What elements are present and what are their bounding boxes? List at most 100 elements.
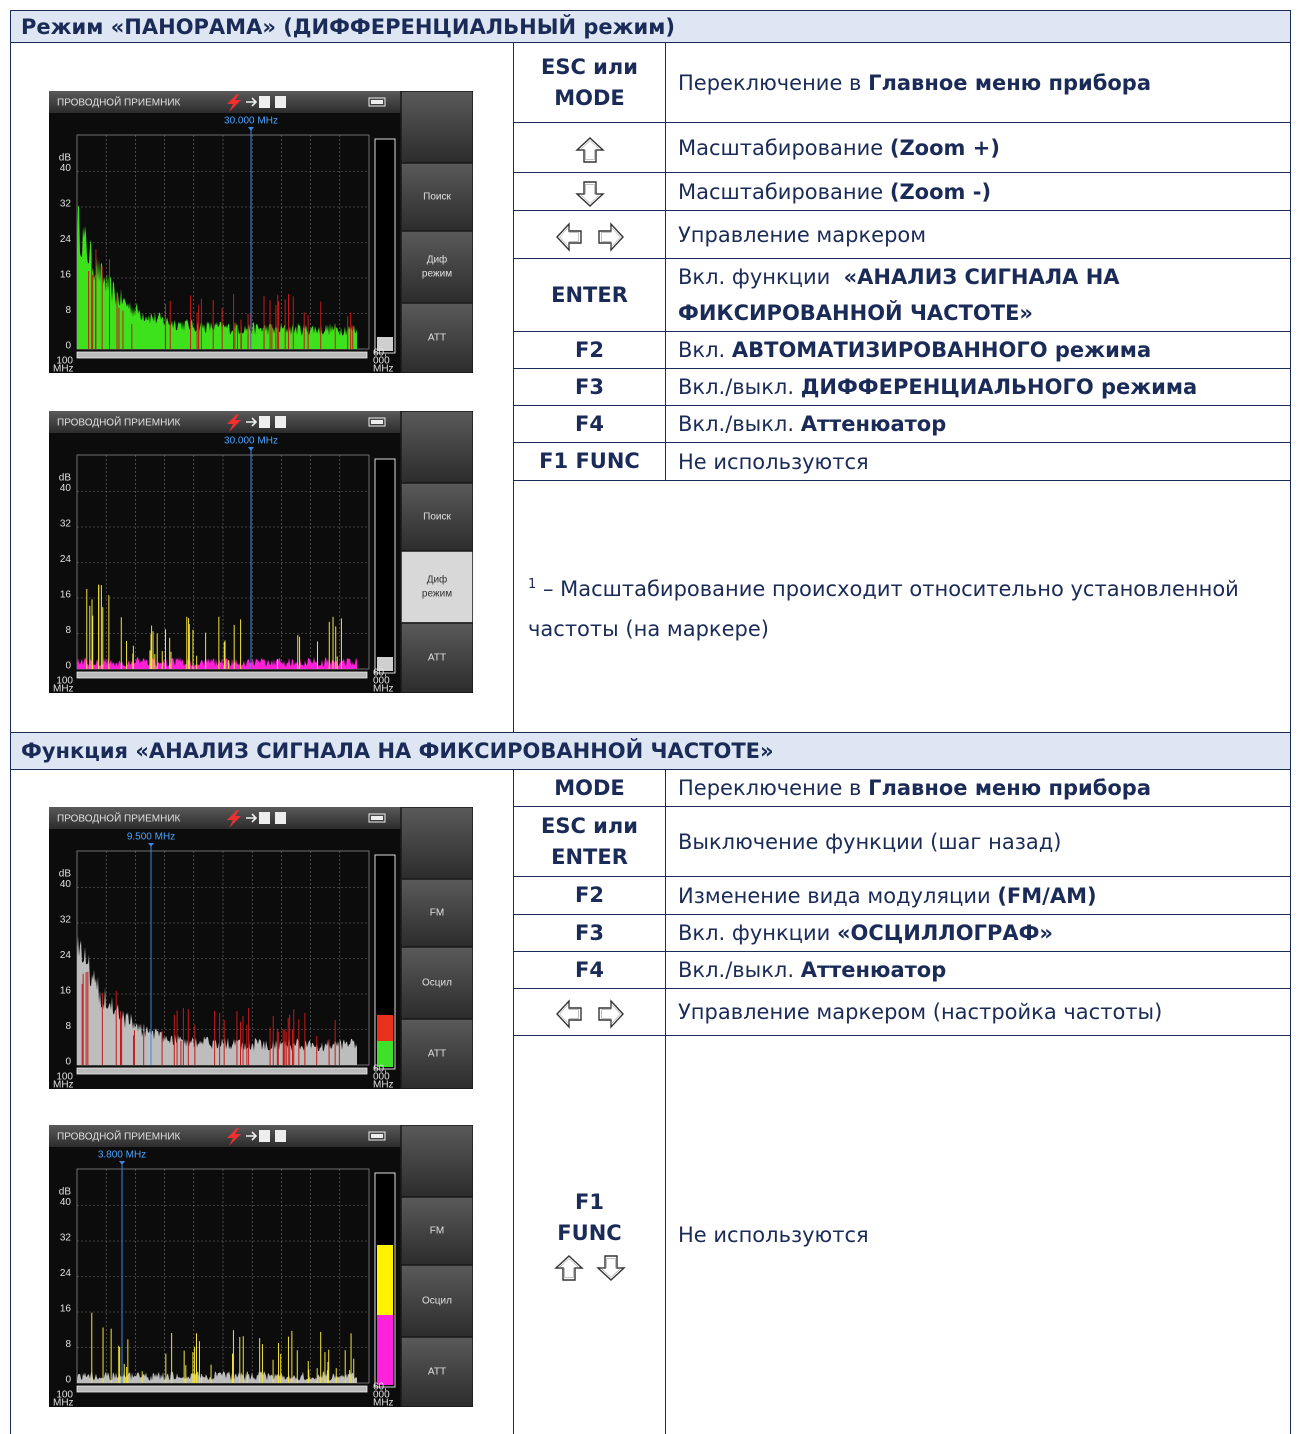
description-text: Главное меню прибора (868, 70, 1152, 95)
softkey (400, 550, 473, 624)
spectrum (77, 1371, 357, 1383)
battery-icon (368, 97, 386, 107)
key-icon (555, 999, 582, 1029)
key-icon (574, 136, 605, 163)
description-cell: Переключение в Главное меню прибора (664, 42, 1292, 123)
description-text: «ОСЦИЛЛОГРАФ» (836, 921, 1053, 945)
spectrum (77, 657, 357, 669)
description-text: Управление маркером (678, 222, 927, 247)
y-label: 16 (60, 1304, 72, 1315)
battery-fill (371, 100, 383, 104)
description-text: Вкл./выкл. (678, 412, 801, 436)
description-text: Масштабирование (678, 135, 890, 160)
y-label: 8 (65, 1339, 71, 1350)
description-text: Аттенюатор (800, 958, 947, 982)
scrollbar (76, 671, 368, 679)
bolt-icon (227, 414, 241, 432)
softkey-label: Диф (427, 574, 448, 586)
marker-label: 9.500 MHz (127, 832, 175, 843)
description-text: Главное меню прибора (868, 776, 1152, 800)
key-cell: F3 (513, 914, 666, 952)
y-label: 0 (65, 341, 71, 352)
description-text: Вкл. (678, 338, 732, 362)
softkey (400, 1264, 473, 1338)
softkey-label: Осцил (422, 978, 452, 989)
description-cell: Масштабирование (Zoom +) (664, 122, 1292, 173)
top-bar (49, 411, 401, 433)
y-unit: dB (59, 1187, 72, 1198)
battery-icon (368, 1131, 386, 1141)
description-cell: Вкл. АВТОМАТИЗИРОВАННОГО режима (664, 331, 1292, 369)
bolt-icon (227, 810, 241, 828)
x-label: 100 (56, 1072, 73, 1083)
key-row: F2 Изменение вида модуляции (FM/AM) (11, 876, 1292, 915)
key-row: ESC или ENTER Выключение функции (шаг наза… (11, 806, 1292, 877)
description-text: Вкл./выкл. (678, 958, 801, 982)
key-row: Управление маркером (настройка частоты) (11, 988, 1292, 1036)
top-bar (49, 807, 401, 829)
key-row: F1 FUNC Не используются (11, 442, 1292, 481)
softkey-label: ATT (428, 1367, 446, 1378)
key-label: F2 (575, 337, 604, 362)
x-label: 000 (373, 676, 390, 687)
arrow-inner (600, 1003, 621, 1025)
device-screen: ПРОВОДНОЙ ПРИЕМНИК 40 32 24 16 8 0 dB 30.000 MHz… (49, 411, 473, 693)
key-cell (513, 210, 666, 259)
y-label: 24 (60, 554, 72, 565)
scrollbar (76, 1385, 368, 1393)
x-label: 60, (373, 1064, 387, 1075)
description-text: Управление маркером (настройка частоты) (678, 1000, 1163, 1024)
screen-header: ПРОВОДНОЙ ПРИЕМНИК (57, 1130, 181, 1143)
key-row: F3 Вкл. функции «ОСЦИЛЛОГРАФ» (11, 914, 1292, 952)
channel-icon (275, 812, 286, 824)
key-icon (555, 221, 582, 252)
description-text: АВТОМАТИЗИРОВАННОГО режима (731, 338, 1152, 362)
x-label: MHz (53, 684, 74, 693)
arrow-outline (555, 221, 582, 252)
description-cell: Не используются (664, 442, 1292, 481)
x-label: 000 (373, 1072, 390, 1083)
level-fill (377, 1245, 393, 1315)
description-text: Переключение в (678, 776, 869, 800)
device-screen: ПРОВОДНОЙ ПРИЕМНИК 40 32 24 16 8 0 dB 30.000 MHz… (49, 91, 473, 373)
section-header-row: Режим «ПАНОРАМА» (ДИФФЕРЕНЦИАЛЬНЫЙ режим… (9, 10, 1292, 43)
key-label: MODE (554, 85, 625, 110)
footnote-mark: 1 (528, 576, 537, 592)
scrollbar (76, 1067, 368, 1075)
softkey (400, 878, 473, 948)
y-label: 0 (65, 1375, 71, 1386)
key-label: F3 (575, 374, 604, 399)
channel-icon (275, 416, 286, 428)
key-cell: MODE (513, 769, 666, 807)
battery-icon (368, 417, 386, 427)
table-body: Режим «ПАНОРАМА» (ДИФФЕРЕНЦИАЛЬНЫЙ режим… (9, 10, 1292, 1434)
arrow-inner (558, 1003, 579, 1025)
y-label: 40 (60, 879, 72, 890)
x-label: 60, (373, 1382, 387, 1393)
battery-icon (368, 813, 386, 823)
key-label: F3 (575, 920, 604, 945)
x-label: MHz (373, 684, 394, 693)
device-screen: ПРОВОДНОЙ ПРИЕМНИК 40 32 24 16 8 0 dB 9.500 MHz 1… (49, 807, 473, 1089)
y-label: 32 (60, 915, 72, 926)
screen-header: ПРОВОДНОЙ ПРИЕМНИК (57, 416, 181, 429)
x-label: MHz (53, 364, 74, 373)
softkey-label: Осцил (422, 1296, 452, 1307)
key-label: F2 (575, 883, 604, 907)
top-bar (49, 1125, 401, 1147)
key-cell: ESC или MODE (513, 42, 666, 123)
level-frame (374, 458, 396, 674)
screens-cell: ПРОВОДНОЙ ПРИЕМНИК 40 32 24 16 8 0 dB 9.500 MHz 1… (10, 769, 514, 1434)
softkey (400, 302, 473, 373)
description-cell: Не используются (664, 1035, 1292, 1434)
key-cell: F2 (513, 876, 666, 915)
description-cell: Вкл./выкл. ДИФФЕРЕНЦИАЛЬНОГО режима (664, 368, 1292, 406)
y-label: 32 (60, 519, 72, 530)
description-text: Переключение в (678, 70, 869, 95)
channel-icon (275, 1130, 286, 1142)
key-label: ENTER (551, 282, 628, 307)
description-text: (Zoom +) (889, 135, 1000, 160)
marker-head (119, 1161, 125, 1165)
